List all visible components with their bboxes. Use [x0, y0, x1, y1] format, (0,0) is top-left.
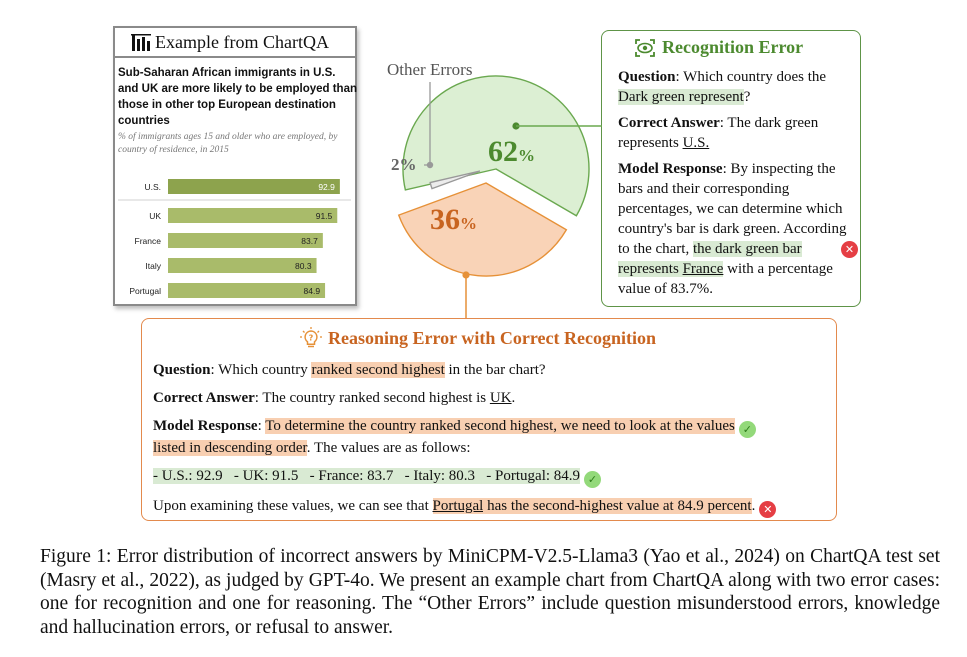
bar-category-label: U.S.	[144, 182, 161, 192]
example-header-text: Example from ChartQA	[155, 31, 329, 52]
bar-value-label: 83.7	[301, 236, 318, 246]
reasoning-conclusion: Upon examining these values, we can see …	[153, 496, 829, 518]
bar-value-label: 92.9	[318, 182, 335, 192]
bar-uk	[168, 208, 338, 223]
reasoning-connector-dot	[462, 271, 470, 279]
reasoning-question: Question: Which country ranked second hi…	[153, 362, 546, 378]
recognition-question: Question: Which country does the Dark gr…	[618, 69, 827, 105]
bar-value-label: 80.3	[295, 261, 312, 271]
recognition-correct-answer: Correct Answer: The dark green represent…	[618, 115, 819, 151]
chart-subtitle: % of immigrants ages 15 and older who ar…	[118, 132, 338, 155]
bar-us	[168, 179, 340, 194]
recognition-error-body: Question: Which country does the Dark gr…	[618, 67, 854, 305]
pie-label-2: 2%	[391, 155, 417, 174]
reasoning-values-line: - U.S.: 92.9 - UK: 91.5 - France: 83.7 -…	[153, 466, 829, 488]
recognition-connector-dot	[512, 122, 520, 130]
pie-slice-2pct	[429, 170, 481, 190]
reasoning-error-title: ? Reasoning Error with Correct Recogniti…	[300, 327, 656, 349]
employment-bar-chart: U.S. 92.9 UK 91.5 France 83.7 Italy 80.3 Portuga…	[118, 179, 351, 298]
eye-scan-icon	[635, 38, 655, 57]
reasoning-error-title-text: Reasoning Error with Correct Recognition	[328, 327, 656, 348]
reasoning-error-box: ? Reasoning Error with Correct Recogniti…	[141, 318, 837, 521]
figure-caption: Figure 1: Error distribution of incorrec…	[40, 546, 940, 638]
bar-portugal	[168, 283, 326, 298]
bar-category-label: Portugal	[129, 286, 161, 296]
reasoning-correct-answer: Correct Answer: The country ranked secon…	[153, 390, 516, 406]
recognition-error-title: Recognition Error	[634, 37, 803, 58]
pie-slice-62pct	[402, 75, 590, 217]
chartqa-example-panel: Example from ChartQA Sub-Saharan African…	[113, 26, 357, 306]
reasoning-error-body: Question: Which country ranked second hi…	[153, 360, 829, 526]
cross-icon: ✕	[841, 241, 858, 258]
check-icon: ✓	[738, 421, 756, 438]
lightbulb-icon: ?	[300, 327, 322, 348]
error-distribution-pie: 62%36%2%Other Errors	[387, 60, 590, 279]
example-header: Example from ChartQA	[115, 28, 355, 58]
bar-france	[168, 233, 323, 248]
bar-category-label: France	[135, 236, 162, 246]
chart-title: Sub-Saharan African immigrants in U.S. a…	[118, 67, 358, 127]
recognition-error-box: Recognition Error Question: Which countr…	[601, 30, 861, 307]
check-icon: ✓	[584, 471, 602, 488]
reasoning-model-response: Model Response: To determine the country…	[153, 416, 829, 438]
pie-slice-36pct	[397, 182, 568, 277]
recognition-model-response: Model Response: By inspecting the bars a…	[618, 161, 847, 297]
bar-category-label: Italy	[145, 261, 161, 271]
bar-chart-icon	[131, 34, 151, 51]
reasoning-model-response-cont: listed in descending order. The values a…	[153, 440, 471, 456]
bar-category-label: UK	[149, 211, 161, 221]
recognition-error-title-text: Recognition Error	[662, 37, 804, 57]
bar-value-label: 91.5	[316, 211, 333, 221]
cross-icon: ✕	[759, 501, 777, 518]
svg-text:?: ?	[309, 334, 314, 343]
bar-italy	[168, 258, 317, 273]
bar-value-label: 84.9	[304, 286, 321, 296]
other-errors-dot	[426, 161, 434, 169]
other-errors-label: Other Errors	[387, 60, 472, 79]
